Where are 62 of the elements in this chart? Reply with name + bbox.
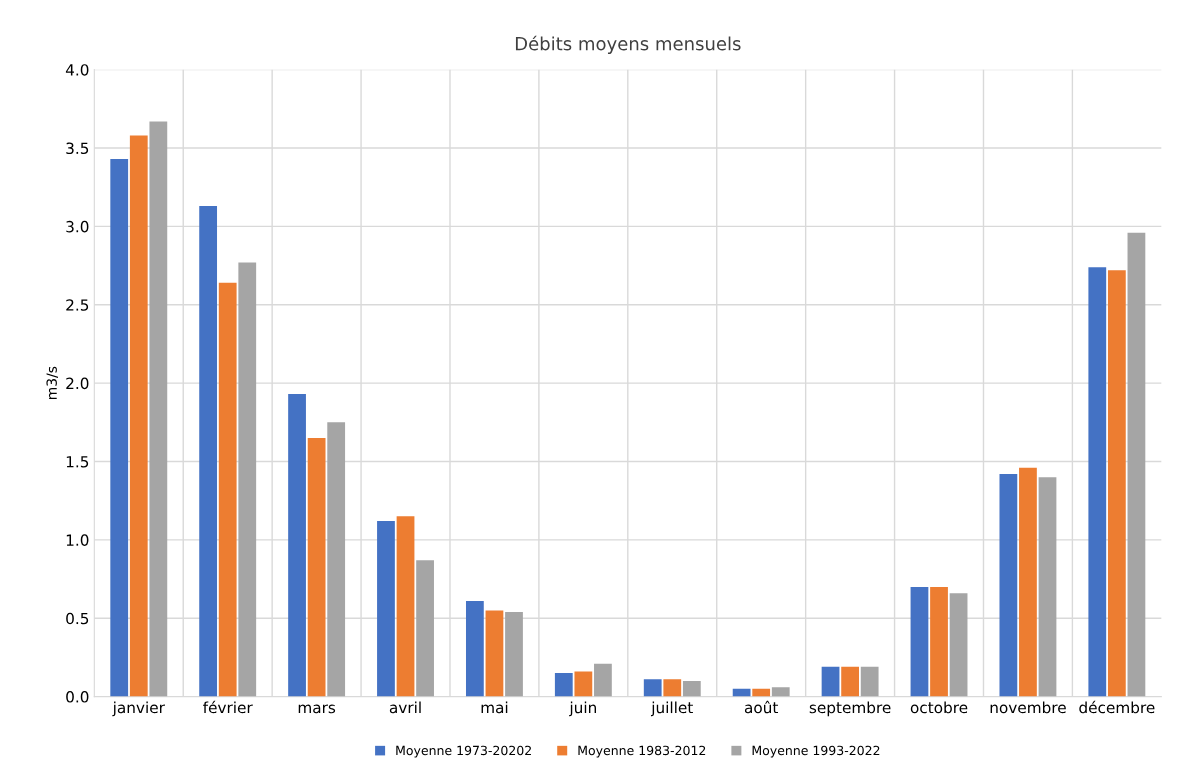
x-tick-label: mars bbox=[298, 704, 336, 714]
bar bbox=[129, 135, 148, 697]
y-tick-label: 2.0 bbox=[66, 377, 89, 390]
y-tick-label: 3.5 bbox=[66, 142, 89, 155]
bar bbox=[821, 666, 840, 697]
bar bbox=[377, 521, 395, 697]
bar bbox=[1038, 477, 1057, 697]
bar bbox=[505, 611, 523, 697]
bar bbox=[1107, 270, 1126, 697]
bar bbox=[643, 679, 662, 697]
bar bbox=[307, 437, 326, 697]
bar bbox=[999, 474, 1018, 697]
bar bbox=[910, 586, 929, 697]
x-tick-label: décembre bbox=[1079, 700, 1155, 714]
bar bbox=[594, 663, 612, 697]
bar bbox=[1019, 467, 1037, 697]
x-tick-label: janvier bbox=[112, 701, 165, 717]
bar bbox=[396, 516, 415, 697]
bar bbox=[554, 673, 573, 697]
bar bbox=[752, 688, 771, 697]
x-tick-label: juillet bbox=[650, 701, 693, 717]
y-tick-label: 3.0 bbox=[66, 220, 89, 233]
bar bbox=[218, 282, 237, 697]
bar bbox=[238, 262, 257, 697]
bar bbox=[771, 687, 790, 697]
bar bbox=[930, 586, 948, 697]
bar bbox=[860, 666, 879, 697]
x-tick-label: février bbox=[203, 700, 253, 714]
x-tick-label: août bbox=[744, 700, 779, 714]
y-axis-title: m3/s bbox=[46, 366, 59, 400]
bar bbox=[1127, 232, 1146, 697]
bar bbox=[288, 394, 306, 697]
y-tick-label: 4.0 bbox=[65, 64, 89, 76]
y-tick-label: 1.0 bbox=[66, 534, 89, 546]
y-tick-label: 2.5 bbox=[66, 299, 89, 311]
x-tick-label: novembre bbox=[990, 701, 1066, 714]
y-tick-label: 0.0 bbox=[66, 691, 89, 703]
y-tick-label: 1.5 bbox=[66, 456, 89, 468]
bar bbox=[732, 688, 751, 697]
bar bbox=[149, 121, 168, 697]
x-tick-label: avril bbox=[389, 701, 421, 714]
bar bbox=[682, 680, 701, 697]
x-tick-label: mai bbox=[481, 701, 508, 714]
bar bbox=[485, 610, 504, 697]
bar bbox=[574, 671, 593, 697]
bar bbox=[663, 679, 682, 697]
bar bbox=[327, 422, 346, 697]
legend-label: Moyenne 1993-2022 bbox=[752, 745, 880, 758]
bar bbox=[1088, 267, 1107, 697]
bar bbox=[949, 593, 968, 697]
bar bbox=[110, 159, 129, 697]
x-tick-label: septembre bbox=[809, 701, 891, 717]
chart-title: Débits moyens mensuels bbox=[515, 35, 741, 54]
y-tick-label: 0.5 bbox=[66, 612, 89, 625]
bar bbox=[416, 560, 434, 697]
bar bbox=[199, 206, 218, 697]
x-tick-label: octobre bbox=[910, 701, 968, 714]
legend-label: Moyenne 1983-2012 bbox=[578, 745, 706, 758]
bar bbox=[465, 600, 484, 697]
bar bbox=[841, 666, 859, 697]
x-tick-label: juin bbox=[569, 701, 596, 717]
legend-label: Moyenne 1973-20202 bbox=[396, 745, 531, 758]
